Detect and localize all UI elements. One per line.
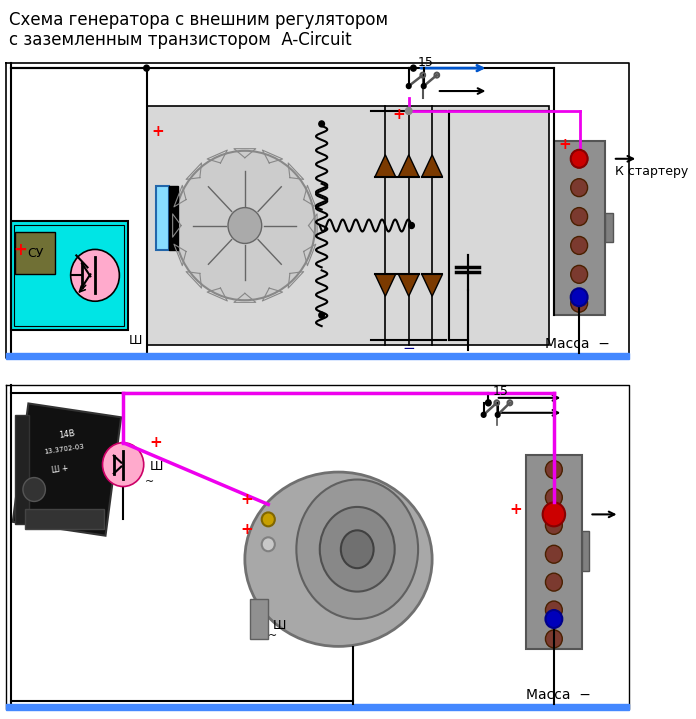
Circle shape [496, 412, 500, 417]
Circle shape [546, 516, 562, 534]
Bar [169, 186, 178, 250]
Circle shape [421, 83, 426, 88]
Text: Ш: Ш [150, 459, 163, 472]
Text: ~: ~ [268, 631, 278, 641]
Polygon shape [422, 275, 443, 296]
Text: ~: ~ [145, 477, 154, 487]
Bar [13, 403, 121, 536]
Ellipse shape [319, 507, 395, 592]
Circle shape [546, 601, 562, 619]
Text: 14В: 14В [58, 429, 76, 440]
Bar [554, 141, 606, 315]
Text: −: − [402, 341, 415, 355]
Bar [582, 531, 590, 571]
Bar [15, 224, 124, 326]
Text: +: + [509, 503, 522, 518]
Circle shape [571, 150, 587, 168]
Text: 15: 15 [493, 385, 509, 398]
Circle shape [175, 151, 315, 301]
Bar [147, 106, 549, 345]
Circle shape [409, 223, 414, 229]
Polygon shape [375, 275, 395, 296]
Circle shape [546, 545, 562, 563]
Circle shape [571, 150, 587, 168]
Ellipse shape [245, 472, 432, 646]
Bar [6, 704, 628, 710]
Text: Ш: Ш [273, 619, 286, 632]
Text: Масса  −: Масса − [525, 687, 591, 702]
Circle shape [411, 65, 416, 71]
Circle shape [406, 107, 412, 114]
Circle shape [144, 65, 150, 71]
Circle shape [23, 477, 45, 501]
Circle shape [486, 400, 491, 406]
Bar [525, 454, 582, 649]
Circle shape [71, 249, 120, 301]
Circle shape [546, 461, 562, 479]
Polygon shape [398, 275, 419, 296]
Bar [606, 213, 613, 242]
Polygon shape [375, 155, 395, 177]
Circle shape [228, 208, 262, 244]
Circle shape [571, 265, 587, 283]
Ellipse shape [296, 480, 418, 619]
Circle shape [482, 412, 486, 417]
Text: с заземленным транзистором  A-Circuit: с заземленным транзистором A-Circuit [9, 31, 351, 50]
Text: К стартеру: К стартеру [615, 165, 688, 178]
Circle shape [406, 83, 411, 88]
Text: СУ: СУ [27, 247, 43, 260]
Bar [15, 232, 55, 275]
Text: +: + [151, 124, 164, 139]
Text: +: + [240, 522, 253, 537]
Circle shape [571, 288, 587, 306]
Text: Ш +: Ш + [52, 464, 70, 475]
Circle shape [546, 630, 562, 648]
Circle shape [571, 237, 587, 255]
Text: +: + [393, 107, 406, 122]
Circle shape [571, 294, 587, 312]
Circle shape [546, 488, 562, 506]
Bar [15, 415, 29, 524]
Circle shape [571, 208, 587, 226]
Text: 15: 15 [418, 56, 434, 69]
Text: Масса  −: Масса − [544, 337, 610, 351]
Bar [250, 599, 268, 639]
Text: Схема генератора с внешним регулятором: Схема генератора с внешним регулятором [9, 12, 388, 29]
Text: Ш: Ш [129, 334, 142, 347]
Circle shape [543, 503, 565, 526]
Circle shape [571, 179, 587, 196]
Bar [10, 221, 128, 330]
Circle shape [319, 121, 324, 127]
Text: +: + [150, 435, 162, 449]
Polygon shape [422, 155, 443, 177]
Text: +: + [559, 137, 571, 152]
Text: +: + [240, 493, 253, 508]
Text: 13.3702-03: 13.3702-03 [44, 444, 85, 455]
Circle shape [546, 573, 562, 591]
Bar [25, 510, 104, 529]
Circle shape [102, 443, 144, 487]
Bar [156, 186, 169, 250]
Text: +: + [13, 242, 27, 260]
Bar [6, 353, 628, 359]
Polygon shape [398, 155, 419, 177]
Circle shape [262, 537, 275, 551]
Circle shape [546, 610, 562, 628]
Circle shape [319, 312, 324, 319]
Ellipse shape [341, 531, 374, 568]
Circle shape [262, 513, 275, 526]
